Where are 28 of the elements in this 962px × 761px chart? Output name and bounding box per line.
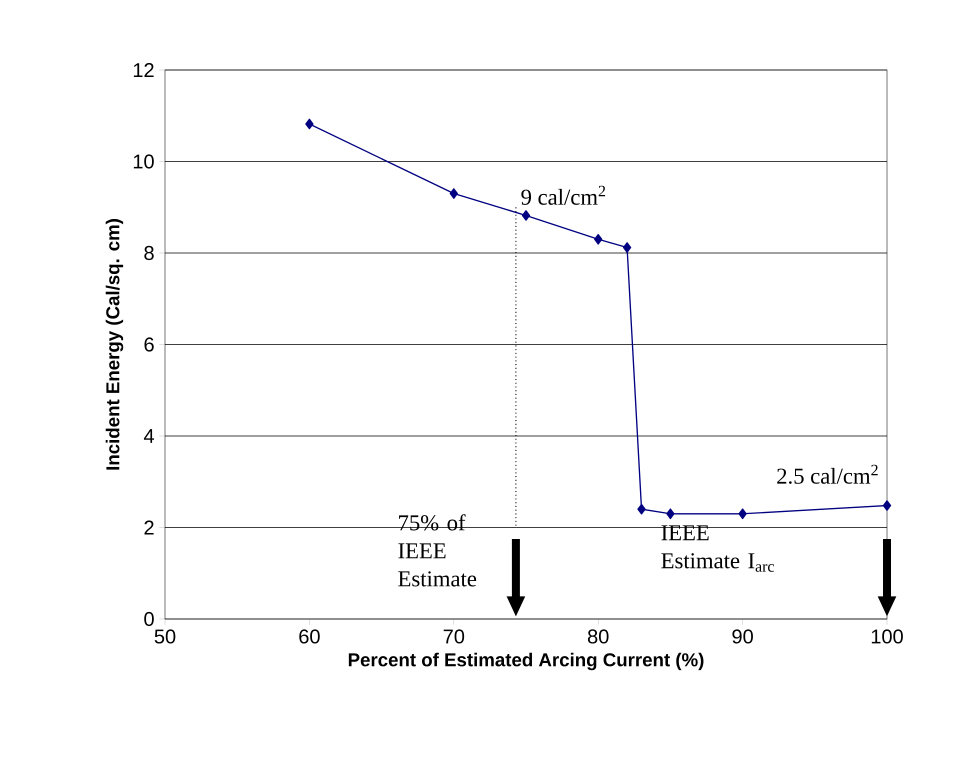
y-tick-label: 12 — [134, 63, 154, 77]
x-tick-label: 60 — [299, 629, 320, 644]
point — [622, 242, 632, 253]
annotation: 2.5 cal/cm$^{2}$ — [777, 464, 878, 484]
y-tick-label: 2 — [144, 520, 154, 534]
point — [738, 508, 747, 520]
point — [882, 500, 892, 511]
point — [450, 188, 458, 199]
x-tick-label: 70 — [444, 629, 464, 644]
x-tick-label: 80 — [588, 629, 609, 644]
y-axis-title: Incident Energy (Cal/sq. cm) — [106, 219, 124, 470]
point — [637, 504, 646, 515]
x-tick-label: 90 — [732, 629, 753, 644]
point — [305, 118, 314, 130]
x-tick-label: 100 — [872, 629, 903, 644]
point — [594, 234, 602, 245]
y-tick-label: 4 — [144, 429, 154, 443]
y-tick-label: 8 — [144, 246, 154, 260]
annotation: 75% of IEEE Estimate — [398, 514, 476, 586]
y-tick-label: 6 — [144, 337, 154, 352]
y-tick-label: 0 — [144, 612, 154, 626]
annotation: 9 cal/cm$^{2}$ — [521, 186, 606, 205]
point — [666, 508, 675, 520]
x-tick-label: 50 — [154, 629, 176, 644]
point — [522, 210, 530, 221]
y-tick-label: 10 — [134, 154, 154, 169]
x-axis-title: Percent of Estimated Arcing Current (%) — [348, 652, 704, 670]
annotation: IEEE Estimate I$_{arc}$ — [661, 525, 774, 572]
